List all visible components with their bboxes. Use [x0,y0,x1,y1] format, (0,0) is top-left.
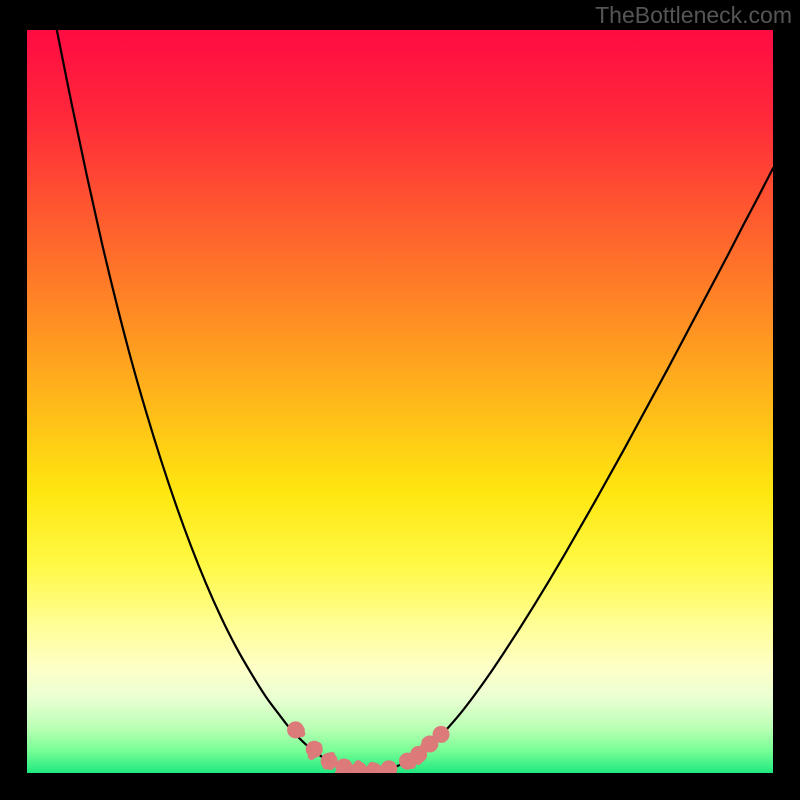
curve-marker [381,761,397,779]
chart-frame: TheBottleneck.com [0,0,800,800]
bottleneck-chart [0,0,800,800]
watermark-text: TheBottleneck.com [595,2,792,29]
plot-background [27,30,773,773]
curve-marker [335,759,352,778]
curve-marker [433,726,449,743]
